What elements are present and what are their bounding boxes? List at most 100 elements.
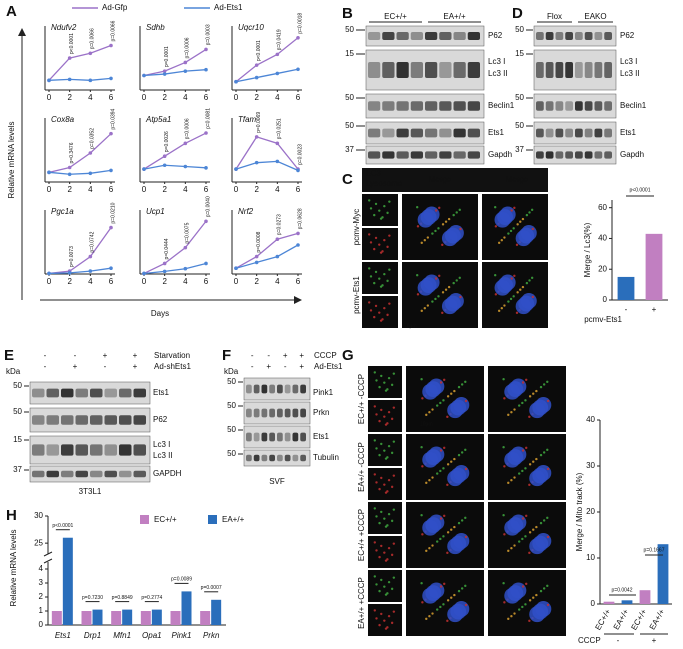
marker xyxy=(47,271,51,276)
band xyxy=(565,62,573,78)
x-tick-label: 6 xyxy=(296,93,301,102)
y-tick-label: 40 xyxy=(586,415,595,424)
signal xyxy=(435,209,438,212)
row-label: Gapdh xyxy=(620,150,644,159)
signal xyxy=(528,463,532,466)
band xyxy=(594,151,603,159)
signal xyxy=(392,372,396,375)
signal xyxy=(383,619,386,622)
p-value: p=0.0066 xyxy=(90,28,96,49)
y-tick-label: 0 xyxy=(603,295,608,304)
signal xyxy=(369,309,373,312)
row-label: EA+/+ +CCCP xyxy=(357,577,366,629)
signal xyxy=(439,537,442,541)
band xyxy=(396,151,409,159)
signal xyxy=(416,206,419,209)
x-tick-label: 4 xyxy=(183,93,188,102)
x-tick-label: 6 xyxy=(204,277,209,286)
band xyxy=(277,432,283,442)
sign: + xyxy=(133,351,138,360)
band xyxy=(32,470,45,478)
row-label: pcmv-Ets1 xyxy=(352,276,361,314)
band xyxy=(382,101,395,111)
band xyxy=(269,432,275,442)
x-tick-label: 6 xyxy=(109,93,114,102)
series-line xyxy=(235,232,299,269)
x-tick-label: 0 xyxy=(47,185,52,194)
band xyxy=(261,408,268,418)
band xyxy=(575,62,583,78)
marker xyxy=(109,225,113,230)
y-tick-label: 3 xyxy=(39,578,44,587)
marker xyxy=(204,219,208,224)
signal xyxy=(521,605,524,609)
band xyxy=(604,151,612,159)
signal xyxy=(384,593,388,596)
band xyxy=(555,101,564,111)
signal xyxy=(521,401,524,405)
signal xyxy=(421,533,424,536)
signal xyxy=(510,277,513,280)
signal xyxy=(513,274,516,278)
band xyxy=(277,408,283,418)
marker xyxy=(183,141,188,146)
signal xyxy=(446,599,450,602)
signal xyxy=(368,199,371,202)
signal xyxy=(417,211,434,228)
band xyxy=(410,32,423,40)
x-tick-label: 6 xyxy=(109,277,114,286)
caption: 3T3L1 xyxy=(79,487,102,496)
p-value: p=0.0018 xyxy=(297,13,303,34)
marker xyxy=(254,135,259,139)
row-label: P62 xyxy=(620,31,635,40)
condition-label: Ad-shEts1 xyxy=(154,362,191,371)
signal xyxy=(510,209,513,212)
kda-label: 50 xyxy=(13,381,22,390)
signal xyxy=(380,544,383,548)
band xyxy=(545,101,554,111)
band xyxy=(90,444,103,456)
signal xyxy=(390,621,394,625)
x-tick-label: 6 xyxy=(204,185,209,194)
signal xyxy=(532,460,535,463)
marker xyxy=(296,67,300,72)
x-tick-label: 4 xyxy=(275,185,280,194)
signal xyxy=(447,402,464,419)
p-value: p=0.0008 xyxy=(256,231,262,252)
band xyxy=(545,32,554,40)
marker xyxy=(142,271,146,276)
signal xyxy=(460,519,464,522)
legend-swatch xyxy=(140,515,149,524)
stain-label: LC3 xyxy=(366,169,381,178)
signal xyxy=(532,596,535,599)
p-value: p=0.0394 xyxy=(110,108,116,129)
signal xyxy=(441,243,444,247)
signal xyxy=(446,531,450,534)
kda-label: 50 xyxy=(515,25,524,34)
x-tick-label: Opa1 xyxy=(142,631,162,640)
group-label: - xyxy=(617,636,620,645)
signal xyxy=(431,612,434,615)
kda-label: 37 xyxy=(515,145,524,154)
band xyxy=(467,101,480,111)
signal xyxy=(375,413,378,416)
signal xyxy=(494,279,511,296)
x-tick-label: Ets1 xyxy=(55,631,71,640)
signal xyxy=(386,279,389,283)
band xyxy=(46,388,59,398)
axis-break xyxy=(43,551,53,564)
band xyxy=(246,408,252,418)
legend-label: Ad-Gfp xyxy=(102,3,128,12)
signal xyxy=(390,383,394,387)
scale-label: 10μm xyxy=(404,323,417,329)
signal xyxy=(516,223,519,226)
y-tick-label: 20 xyxy=(598,264,607,273)
micrograph xyxy=(406,502,484,568)
band xyxy=(467,32,480,40)
signal xyxy=(494,225,498,228)
caption: SVF xyxy=(269,477,285,486)
kda-title: kDa xyxy=(6,367,21,376)
row-label: Pink1 xyxy=(313,388,334,397)
marker xyxy=(142,167,146,171)
